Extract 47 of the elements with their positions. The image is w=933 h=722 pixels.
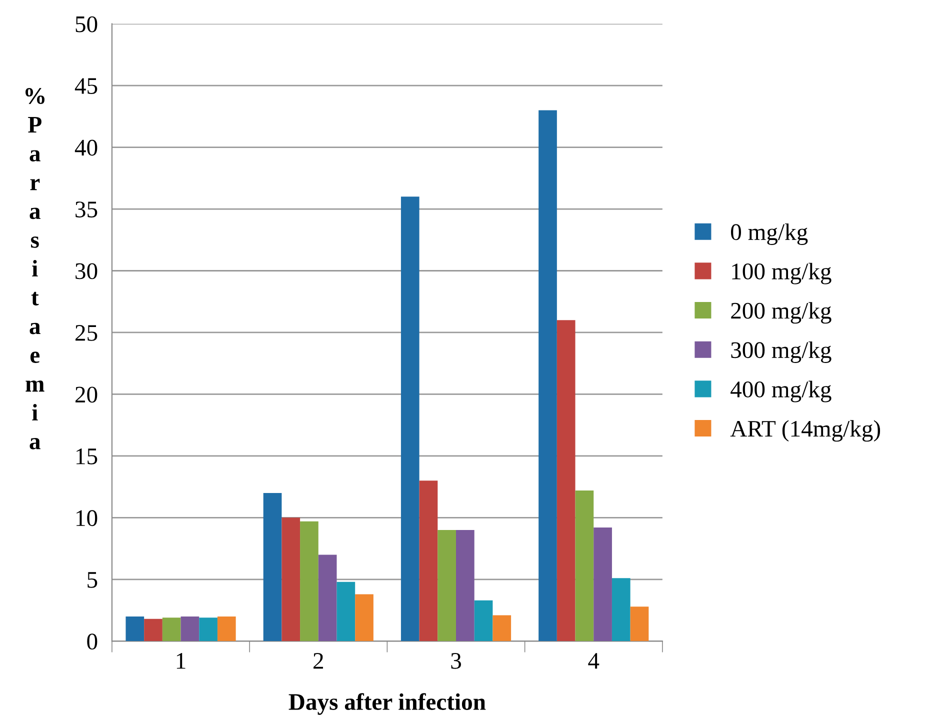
- bar: [538, 110, 557, 642]
- bar: [199, 618, 218, 642]
- x-tick-label: 1: [176, 653, 186, 669]
- x-tick-label: 2: [314, 652, 323, 669]
- bar: [438, 530, 456, 642]
- bar: [282, 518, 300, 642]
- legend-label: 0 mg/kg: [731, 223, 808, 245]
- text: % Parasitaemia: [26, 88, 44, 450]
- y-tick-label: 50: [76, 16, 98, 32]
- bar: [144, 618, 162, 642]
- y-tick-label: 25: [75, 325, 98, 341]
- y-tick-label: 10: [76, 510, 98, 526]
- bar: [162, 618, 181, 642]
- y-tick-label: 15: [76, 448, 98, 464]
- bar: [556, 320, 576, 642]
- y-tick-label: 0: [87, 634, 98, 650]
- bar: [263, 492, 282, 642]
- x-axis-title: Days after infection: [288, 693, 486, 715]
- bar: [492, 615, 512, 642]
- bar: [180, 616, 200, 642]
- y-tick-label: 5: [88, 572, 98, 588]
- y-tick-label: 30: [76, 263, 98, 280]
- y-tick-label: 20: [75, 386, 98, 403]
- bar: [630, 606, 649, 642]
- bar: [300, 521, 318, 642]
- bar: [474, 600, 493, 642]
- y-tick-label: 40: [74, 140, 98, 156]
- bar: [318, 554, 337, 642]
- bar: [126, 616, 144, 642]
- legend-label: 300 mg/kg: [731, 341, 832, 363]
- bar: [336, 582, 356, 642]
- bar: [355, 594, 374, 642]
- bar: [594, 528, 612, 642]
- bar: [419, 480, 438, 642]
- legend-label: 100 mg/kg: [732, 262, 832, 284]
- legend-label: ART (14mg/kg): [730, 420, 880, 442]
- y-tick-label: 35: [76, 202, 98, 218]
- bar: [612, 578, 630, 642]
- bar: [456, 530, 474, 642]
- legend-label: 400 mg/kg: [730, 380, 832, 402]
- bar: [400, 196, 420, 642]
- bar: [575, 490, 594, 642]
- y-tick-label: 45: [74, 78, 98, 94]
- x-tick-label: 3: [451, 652, 461, 669]
- bar: [217, 616, 236, 642]
- legend-label: 200 mg/kg: [731, 302, 832, 324]
- x-tick-label: 4: [588, 653, 600, 669]
